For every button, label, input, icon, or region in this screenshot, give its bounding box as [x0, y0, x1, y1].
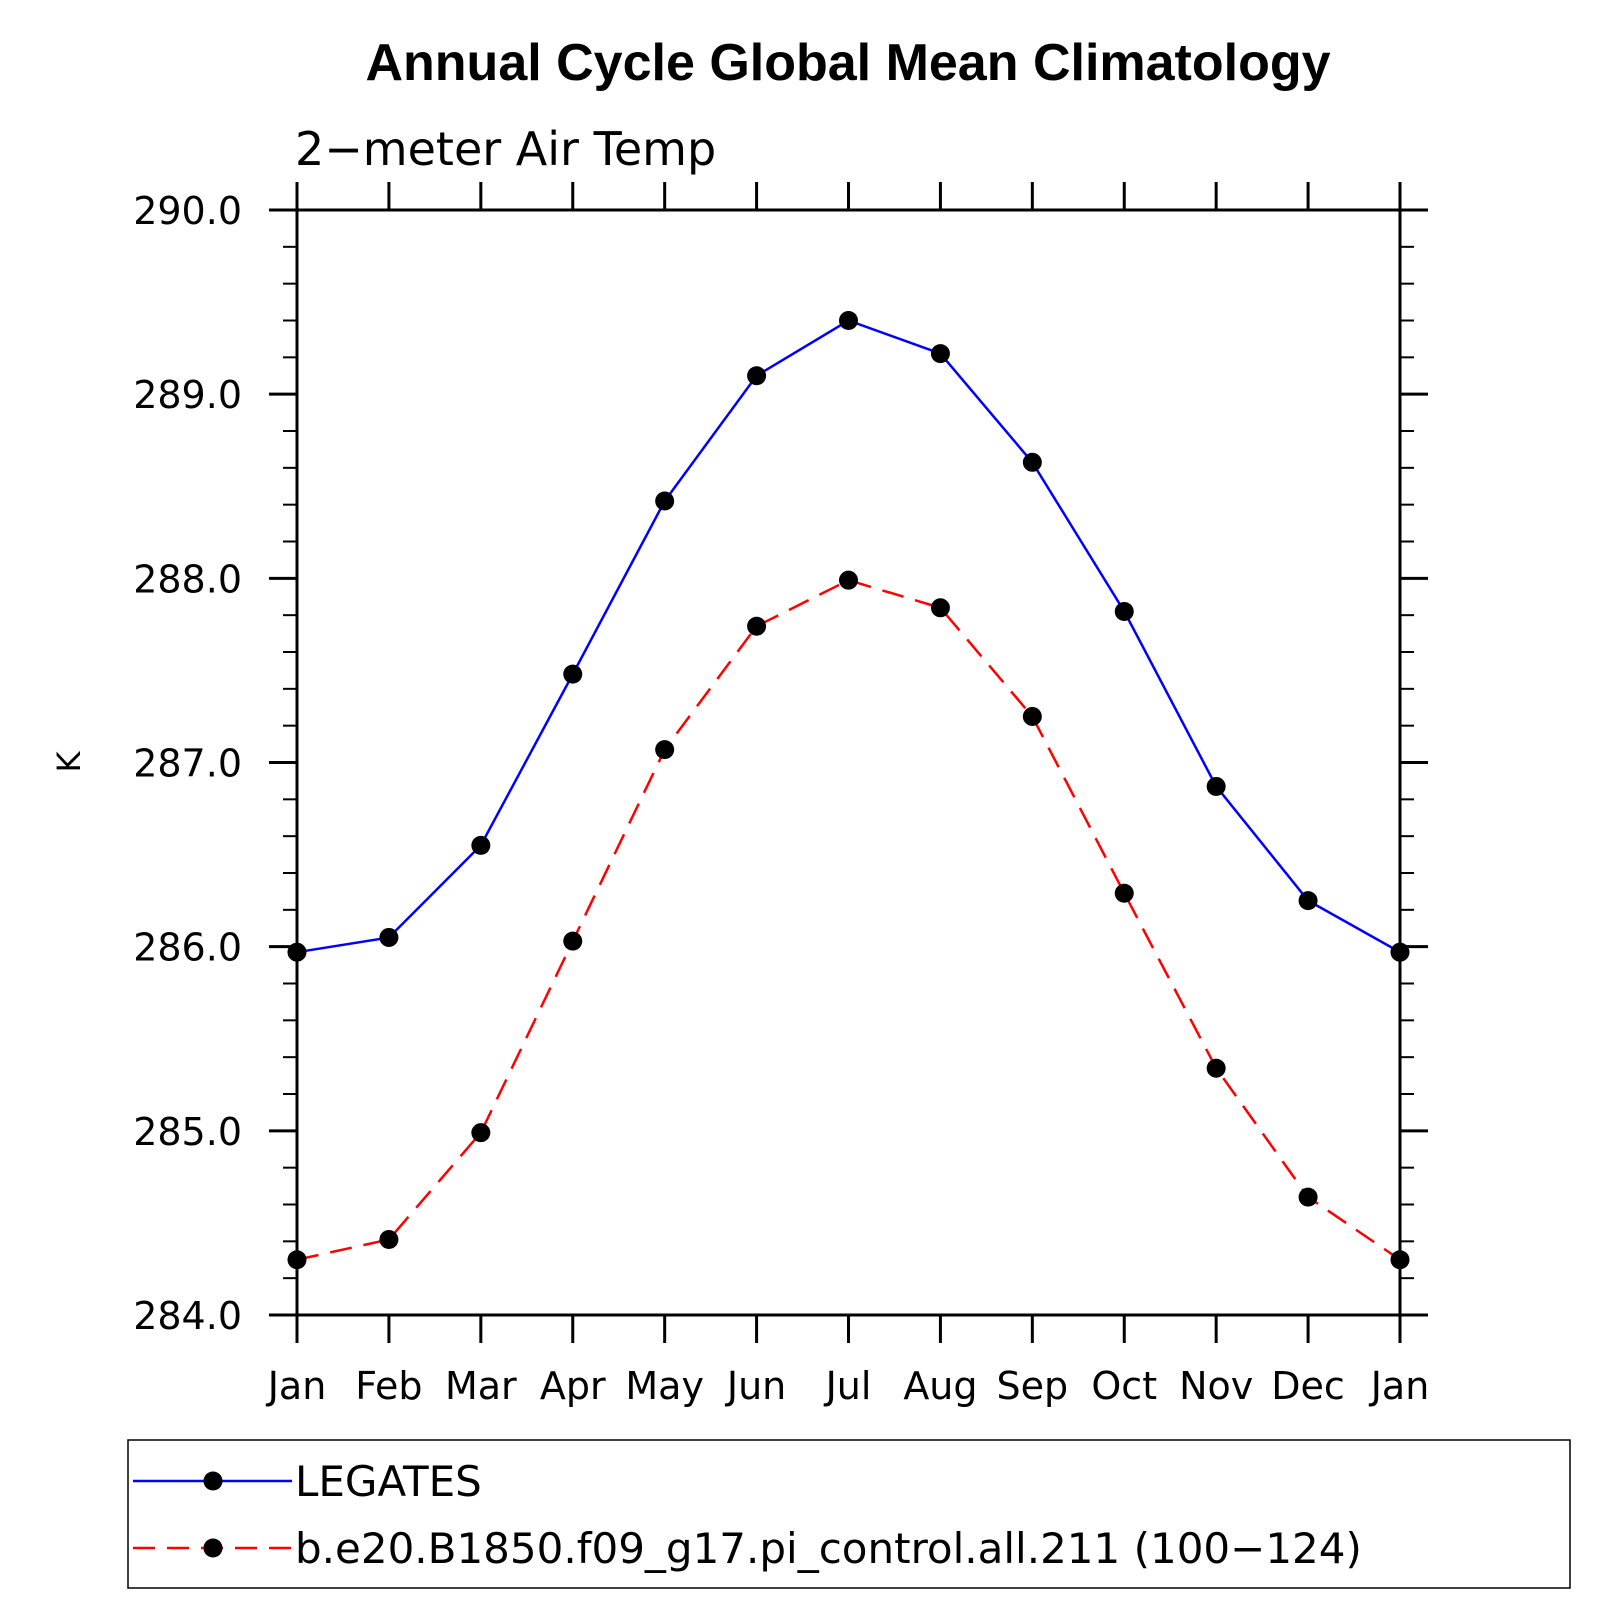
legend-box: [127, 1439, 1571, 1589]
data-point: [930, 598, 950, 618]
data-point: [1022, 706, 1042, 726]
data-point: [1298, 1187, 1318, 1207]
x-tick-label: Jan: [266, 1364, 327, 1408]
y-axis-label: K: [50, 750, 88, 772]
x-tick-label: Aug: [903, 1364, 977, 1408]
data-point: [1022, 452, 1042, 472]
chart-subtitle: 2−meter Air Temp: [295, 122, 716, 176]
x-tick-label: Nov: [1179, 1364, 1253, 1408]
chart-title: Annual Cycle Global Mean Climatology: [365, 34, 1330, 92]
data-point: [747, 366, 767, 386]
data-point: [839, 311, 858, 330]
x-tick-label: Jan: [1369, 1364, 1430, 1408]
data-point: [379, 1229, 399, 1249]
y-tick-label: 285.0: [133, 1110, 242, 1154]
x-tick-label: Sep: [997, 1364, 1069, 1408]
legend: LEGATES b.e20.B1850.f09_g17.pi_control.a…: [127, 1439, 1571, 1589]
data-point: [1114, 883, 1134, 903]
x-tick-label: Dec: [1271, 1364, 1345, 1408]
data-point: [930, 344, 950, 364]
x-tick-label: Mar: [445, 1364, 517, 1408]
data-point: [379, 927, 399, 947]
series-line-0: [296, 319, 1401, 954]
data-point: [563, 931, 583, 951]
plot-frame: [295, 208, 1402, 1317]
y-tick-label: 286.0: [133, 926, 242, 970]
data-point: [839, 570, 858, 590]
legend-label-legates: LEGATES: [295, 1457, 482, 1506]
x-tick-label: May: [625, 1364, 704, 1408]
data-point: [1206, 1058, 1226, 1078]
legend-marker-legates: [203, 1471, 223, 1491]
x-tick-label: Jun: [725, 1364, 786, 1408]
data-point: [471, 1123, 491, 1143]
x-tick-label: Oct: [1091, 1364, 1157, 1408]
data-series: [287, 311, 1410, 1270]
data-point: [655, 491, 675, 511]
x-tick-label: Feb: [355, 1364, 422, 1408]
x-tick-label: Apr: [540, 1364, 606, 1408]
data-point: [1206, 776, 1226, 796]
x-tick-label: Jul: [824, 1364, 872, 1408]
y-tick-label: 284.0: [133, 1294, 242, 1338]
data-point: [563, 664, 583, 684]
data-point: [471, 835, 491, 855]
legend-marker-model: [203, 1538, 223, 1558]
data-point: [747, 616, 767, 636]
y-tick-label: 288.0: [133, 557, 242, 601]
legend-label-model: b.e20.B1850.f09_g17.pi_control.all.211 (…: [295, 1524, 1362, 1573]
data-point: [1114, 601, 1134, 621]
data-point: [1298, 891, 1318, 911]
series-line-1: [296, 578, 1401, 1261]
y-tick-label: 290.0: [133, 189, 242, 233]
data-point: [655, 740, 675, 760]
axis-ticks: Jan Feb Mar Apr May Jun Jul Aug Sep Oct Nov Dec Jan 2…: [133, 182, 1429, 1408]
y-tick-label: 289.0: [133, 373, 242, 417]
y-tick-label: 287.0: [133, 742, 242, 786]
